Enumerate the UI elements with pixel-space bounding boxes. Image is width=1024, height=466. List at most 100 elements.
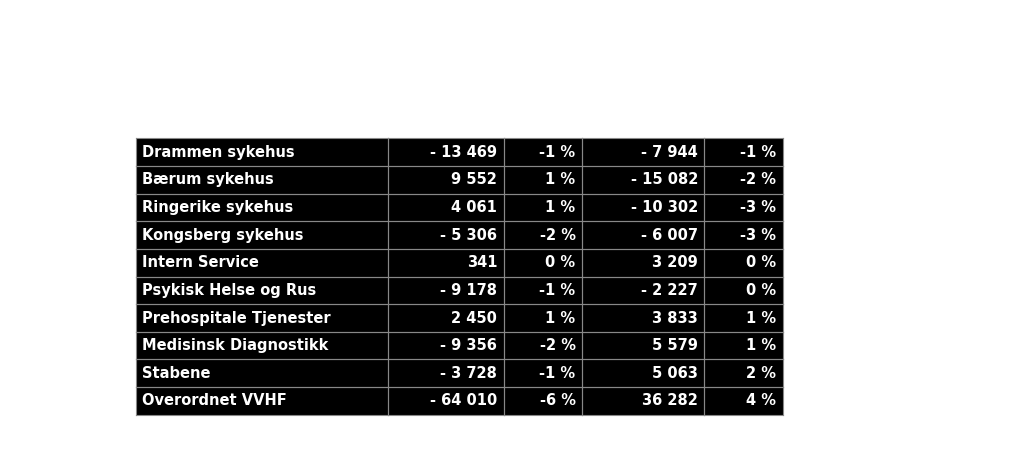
Bar xyxy=(136,194,388,221)
Text: 2 %: 2 % xyxy=(746,366,776,381)
Bar xyxy=(504,194,582,221)
Text: 0 %: 0 % xyxy=(546,255,575,270)
Text: 341: 341 xyxy=(467,255,498,270)
Text: 3 833: 3 833 xyxy=(652,310,698,326)
Bar xyxy=(705,332,782,359)
Text: - 15 082: - 15 082 xyxy=(631,172,698,187)
Text: 1 %: 1 % xyxy=(746,338,776,353)
Bar xyxy=(136,138,388,166)
Bar xyxy=(388,166,504,194)
Text: 9 552: 9 552 xyxy=(452,172,498,187)
Text: Bærum sykehus: Bærum sykehus xyxy=(142,172,274,187)
Text: 1 %: 1 % xyxy=(746,310,776,326)
Text: - 9 178: - 9 178 xyxy=(440,283,498,298)
Text: -3 %: -3 % xyxy=(740,200,776,215)
Text: - 5 306: - 5 306 xyxy=(440,228,498,243)
Text: - 6 007: - 6 007 xyxy=(641,228,698,243)
Bar xyxy=(582,194,705,221)
Text: Drammen sykehus: Drammen sykehus xyxy=(142,145,295,160)
Text: - 9 356: - 9 356 xyxy=(440,338,498,353)
Text: Intern Service: Intern Service xyxy=(142,255,259,270)
Bar xyxy=(504,277,582,304)
Text: - 10 302: - 10 302 xyxy=(631,200,698,215)
Text: -3 %: -3 % xyxy=(740,228,776,243)
Bar xyxy=(136,332,388,359)
Bar xyxy=(388,359,504,387)
Text: -1 %: -1 % xyxy=(740,145,776,160)
Bar xyxy=(705,387,782,415)
Bar xyxy=(582,138,705,166)
Bar xyxy=(388,387,504,415)
Bar xyxy=(582,249,705,277)
Bar xyxy=(582,359,705,387)
Bar xyxy=(136,249,388,277)
Bar xyxy=(388,249,504,277)
Text: - 64 010: - 64 010 xyxy=(430,393,498,408)
Text: - 3 728: - 3 728 xyxy=(440,366,498,381)
Text: -2 %: -2 % xyxy=(740,172,776,187)
Bar xyxy=(136,359,388,387)
Bar xyxy=(705,304,782,332)
Bar xyxy=(504,359,582,387)
Bar xyxy=(582,277,705,304)
Text: 5 063: 5 063 xyxy=(652,366,698,381)
Text: 5 579: 5 579 xyxy=(652,338,698,353)
Text: 4 061: 4 061 xyxy=(452,200,498,215)
Bar xyxy=(136,166,388,194)
Text: 1 %: 1 % xyxy=(546,172,575,187)
Text: Prehospitale Tjenester: Prehospitale Tjenester xyxy=(142,310,331,326)
Bar xyxy=(136,277,388,304)
Bar xyxy=(388,194,504,221)
Text: 2 450: 2 450 xyxy=(452,310,498,326)
Bar xyxy=(582,332,705,359)
Bar xyxy=(582,304,705,332)
Text: Stabene: Stabene xyxy=(142,366,211,381)
Bar xyxy=(136,221,388,249)
Text: 4 %: 4 % xyxy=(746,393,776,408)
Text: 36 282: 36 282 xyxy=(642,393,698,408)
Bar xyxy=(504,249,582,277)
Bar xyxy=(705,138,782,166)
Bar xyxy=(388,277,504,304)
Bar xyxy=(705,194,782,221)
Text: - 7 944: - 7 944 xyxy=(641,145,698,160)
Text: 3 209: 3 209 xyxy=(652,255,698,270)
Text: 0 %: 0 % xyxy=(746,255,776,270)
Text: Kongsberg sykehus: Kongsberg sykehus xyxy=(142,228,304,243)
Text: -6 %: -6 % xyxy=(540,393,575,408)
Bar xyxy=(388,332,504,359)
Text: -1 %: -1 % xyxy=(540,283,575,298)
Bar xyxy=(504,387,582,415)
Bar xyxy=(705,359,782,387)
Bar xyxy=(388,304,504,332)
Bar xyxy=(582,166,705,194)
Text: - 13 469: - 13 469 xyxy=(430,145,498,160)
Bar xyxy=(504,304,582,332)
Text: -2 %: -2 % xyxy=(540,228,575,243)
Text: - 2 227: - 2 227 xyxy=(641,283,698,298)
Bar xyxy=(504,332,582,359)
Bar xyxy=(136,304,388,332)
Text: Ringerike sykehus: Ringerike sykehus xyxy=(142,200,294,215)
Text: 1 %: 1 % xyxy=(546,310,575,326)
Bar xyxy=(705,249,782,277)
Text: Psykisk Helse og Rus: Psykisk Helse og Rus xyxy=(142,283,316,298)
Bar xyxy=(136,387,388,415)
Bar xyxy=(504,166,582,194)
Bar xyxy=(388,138,504,166)
Bar xyxy=(388,221,504,249)
Text: -1 %: -1 % xyxy=(540,366,575,381)
Bar xyxy=(582,387,705,415)
Text: -2 %: -2 % xyxy=(540,338,575,353)
Text: -1 %: -1 % xyxy=(540,145,575,160)
Bar xyxy=(705,221,782,249)
Bar xyxy=(582,221,705,249)
Bar xyxy=(504,221,582,249)
Bar xyxy=(504,138,582,166)
Text: Medisinsk Diagnostikk: Medisinsk Diagnostikk xyxy=(142,338,329,353)
Bar xyxy=(705,166,782,194)
Bar xyxy=(705,277,782,304)
Text: Overordnet VVHF: Overordnet VVHF xyxy=(142,393,287,408)
Text: 1 %: 1 % xyxy=(546,200,575,215)
Text: 0 %: 0 % xyxy=(746,283,776,298)
